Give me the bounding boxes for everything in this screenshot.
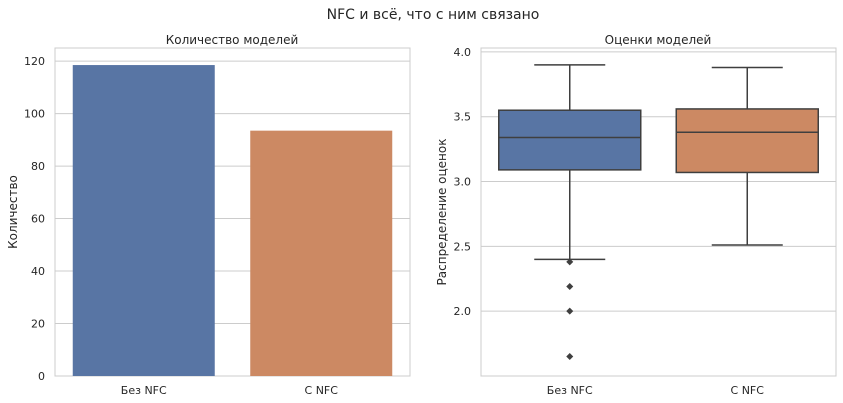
y-tick-label: 2.5	[454, 240, 472, 253]
box-plot-y-axis-label: Распределение оценок	[435, 139, 449, 286]
figure-title: NFC и всё, что с ним связано	[327, 7, 540, 23]
x-tick-label: Без NFC	[547, 384, 593, 397]
bar-chart-bars	[72, 65, 393, 376]
bar-chart-panel: 0 20 40 60 80 100 120 Без NFC С NFC Количество …	[6, 33, 411, 397]
y-tick-label: 80	[31, 160, 45, 173]
box-plot-boxes	[498, 64, 819, 361]
y-tick-label: 3.0	[454, 176, 472, 189]
y-tick-label: 3.5	[454, 111, 472, 124]
y-tick-label: 120	[24, 55, 45, 68]
bar-chart-y-ticks: 0 20 40 60 80 100 120	[24, 55, 45, 383]
outlier-marker	[566, 283, 574, 291]
box	[498, 109, 642, 171]
bar-chart-title: Количество моделей	[166, 33, 299, 47]
y-tick-label: 2.0	[454, 305, 472, 318]
y-tick-label: 0	[38, 370, 45, 383]
bar-chart-y-axis-label: Количество	[6, 175, 20, 249]
bar-chart-x-ticks: Без NFC С NFC	[121, 384, 338, 397]
box-plot-y-ticks: 2.0 2.5 3.0 3.5 4.0	[454, 46, 472, 318]
y-tick-label: 60	[31, 213, 45, 226]
bar	[72, 65, 215, 376]
box-plot-title: Оценки моделей	[605, 33, 712, 47]
outlier-marker	[566, 307, 574, 315]
box-group	[498, 64, 642, 361]
y-tick-label: 100	[24, 108, 45, 121]
x-tick-label: С NFC	[731, 384, 765, 397]
box-plot-x-ticks: Без NFC С NFC	[547, 384, 764, 397]
box-plot-panel: 2.0 2.5 3.0 3.5 4.0 Без NFC С NFC Оценки моде…	[435, 33, 837, 397]
outlier-marker	[566, 258, 574, 266]
box-plot-plot-area	[480, 47, 837, 377]
x-tick-label: Без NFC	[121, 384, 167, 397]
box-group	[675, 66, 819, 246]
box	[675, 108, 819, 174]
y-tick-label: 4.0	[454, 46, 472, 59]
x-tick-label: С NFC	[305, 384, 339, 397]
outlier-marker	[566, 353, 574, 361]
bar	[250, 130, 393, 376]
y-tick-label: 20	[31, 318, 45, 331]
y-tick-label: 40	[31, 265, 45, 278]
